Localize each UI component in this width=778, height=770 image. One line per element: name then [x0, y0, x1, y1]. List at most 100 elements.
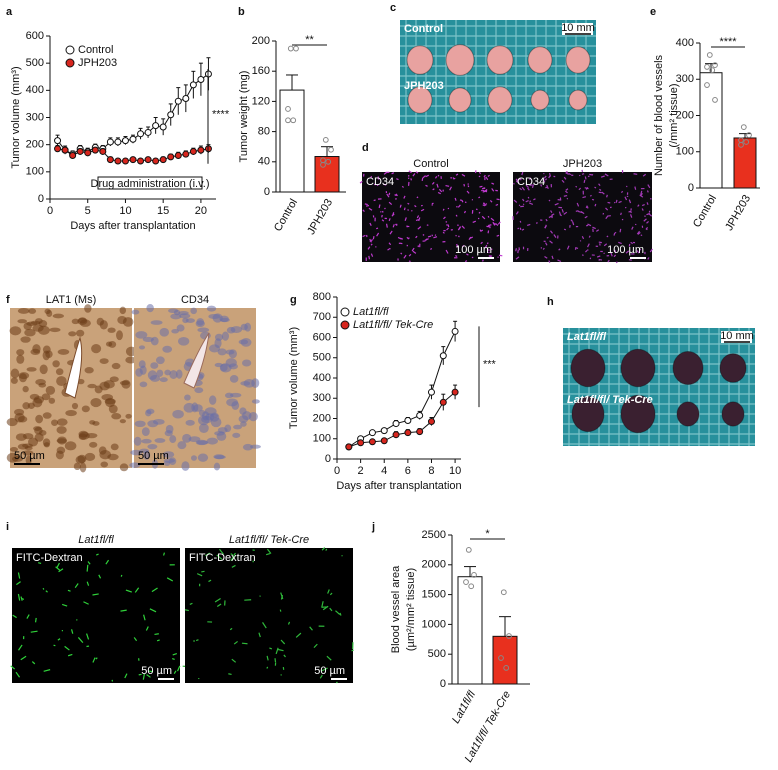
signal	[231, 564, 236, 568]
data-point	[144, 128, 152, 136]
cell	[22, 402, 31, 410]
signal	[280, 674, 282, 676]
signal	[445, 185, 450, 187]
signal	[326, 655, 332, 661]
cell	[84, 367, 94, 374]
signal	[647, 184, 651, 189]
data-point	[144, 156, 152, 164]
signal	[406, 236, 410, 240]
cell	[130, 449, 143, 456]
signal	[629, 214, 633, 218]
y-tick-label: 300	[313, 392, 331, 404]
cell	[177, 441, 187, 450]
cell	[165, 424, 174, 434]
y-axis-label: (/mm² tissue)	[668, 83, 680, 147]
cell	[168, 457, 177, 466]
tumor	[620, 348, 656, 388]
signal	[579, 240, 582, 242]
cell	[182, 433, 192, 443]
signal	[629, 210, 632, 214]
photo-label: Lat1fl/fl	[567, 331, 607, 343]
cell	[190, 455, 197, 461]
signal	[278, 648, 284, 652]
signal	[83, 601, 89, 605]
signal	[463, 210, 467, 214]
signal	[415, 219, 419, 221]
signal	[280, 639, 286, 645]
scale-box	[562, 23, 593, 35]
cell	[229, 374, 239, 383]
cell	[150, 320, 163, 325]
signal	[422, 175, 426, 179]
cell	[68, 331, 77, 337]
data-point	[129, 156, 137, 164]
stain-label: FITC-Dextran	[16, 552, 83, 564]
signal	[599, 188, 602, 191]
signal	[184, 609, 189, 612]
y-axis-label: Tumor weight (mg)	[238, 71, 250, 163]
data-point	[322, 137, 329, 143]
cell	[56, 418, 68, 426]
signal	[478, 175, 481, 178]
signal	[176, 665, 181, 672]
signal	[620, 190, 624, 194]
data-point	[357, 439, 365, 447]
signal	[589, 194, 592, 197]
cell	[39, 364, 48, 375]
signal	[544, 256, 548, 259]
signal	[17, 572, 21, 579]
signal	[581, 235, 585, 240]
signal	[570, 219, 574, 222]
y-tick-label: 0	[440, 678, 446, 690]
cell	[139, 381, 148, 388]
signal	[495, 223, 499, 226]
cell	[213, 454, 225, 460]
signal	[455, 234, 457, 237]
y-tick-label: 40	[258, 156, 270, 168]
signal	[376, 227, 379, 230]
cell	[32, 344, 41, 354]
signal	[576, 202, 580, 207]
signal	[487, 224, 492, 227]
signal	[67, 589, 71, 592]
stain-label: CD34	[517, 176, 545, 188]
signal	[529, 177, 532, 180]
cell	[38, 382, 47, 388]
y-axis-label: Blood vessel area	[390, 565, 402, 653]
signal	[67, 653, 73, 657]
signal	[392, 212, 395, 216]
cell	[206, 437, 218, 445]
vessel	[183, 332, 210, 389]
signal	[519, 187, 523, 191]
data-point	[174, 97, 182, 105]
legend-label: Control	[78, 44, 113, 56]
signal	[364, 203, 368, 206]
legend-marker	[340, 307, 350, 317]
x-tick-label: Control	[272, 197, 300, 234]
signal	[566, 245, 570, 250]
signal	[581, 254, 584, 256]
signal	[636, 230, 640, 235]
signal	[369, 238, 373, 243]
cell	[185, 318, 195, 323]
signal	[412, 250, 417, 254]
signal	[557, 259, 562, 263]
cell	[197, 453, 209, 462]
signal	[527, 187, 530, 191]
data-point	[506, 633, 512, 639]
cell	[155, 356, 165, 365]
tumor	[721, 401, 745, 427]
cell	[190, 307, 198, 315]
signal	[38, 562, 42, 564]
signal	[519, 220, 522, 223]
cell	[238, 339, 249, 345]
signal	[266, 548, 272, 554]
cell	[108, 341, 117, 348]
signal	[561, 179, 565, 183]
y-axis-label: Tumor volume (mm³)	[10, 66, 22, 168]
data-point	[500, 589, 507, 596]
cell	[71, 318, 80, 325]
signal	[540, 184, 543, 187]
signal	[30, 630, 38, 633]
data-point	[706, 52, 713, 58]
